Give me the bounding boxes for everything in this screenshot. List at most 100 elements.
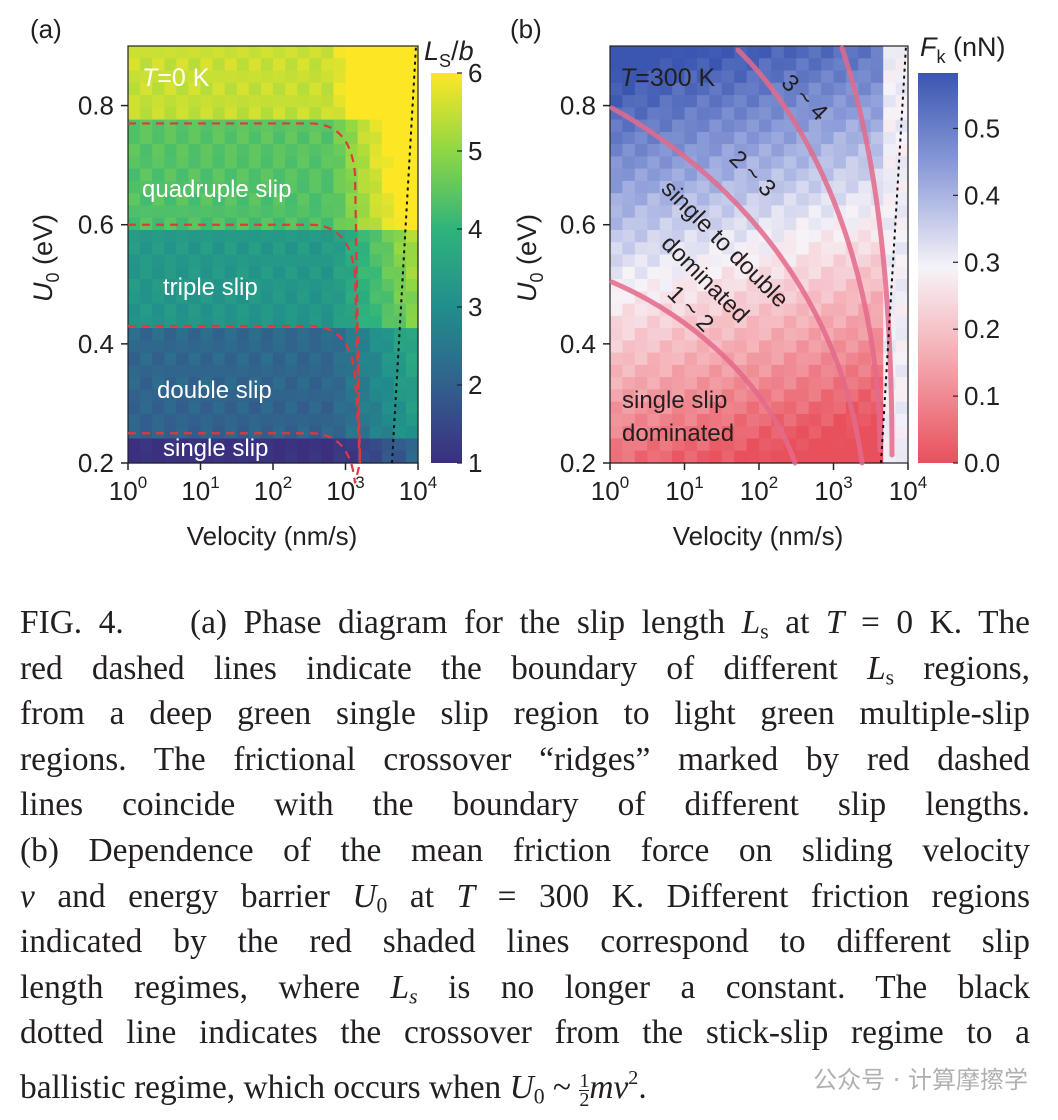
heat-cell-a (333, 401, 347, 415)
heat-cell-b (672, 438, 686, 452)
heat-cell-b (883, 82, 897, 96)
heat-cell-a (297, 438, 310, 452)
heat-cell-b (659, 438, 673, 452)
heat-cell-b (647, 438, 661, 452)
heat-cell-a (285, 193, 298, 207)
heat-cell-b (696, 82, 710, 96)
heat-cell-b (696, 266, 710, 280)
heat-cell-b (771, 131, 785, 145)
heat-cell-a (333, 364, 347, 378)
panel-a-ylabel: U0 (eV) (28, 214, 63, 302)
heat-cell-a (285, 131, 298, 145)
heat-cell-b (647, 82, 661, 96)
heat-cell-b (895, 193, 909, 207)
heat-cell-a (260, 242, 274, 256)
heat-cell-b (771, 205, 785, 219)
heat-cell-a (309, 193, 322, 207)
heat-cell-a (248, 205, 262, 219)
heat-cell-b (759, 217, 772, 231)
heat-cell-b (659, 119, 673, 133)
heat-cell-b (783, 352, 797, 366)
heat-cell-a (297, 168, 310, 182)
heat-cell-a (164, 205, 177, 219)
heat-cell-a (297, 230, 310, 243)
heat-cell-b (783, 168, 797, 182)
heat-cell-a (309, 58, 322, 72)
heat-cell-a (393, 131, 407, 145)
heat-cell-b (709, 352, 723, 366)
heat-cell-b (870, 107, 884, 121)
heat-cell-b (610, 401, 623, 415)
y-tick-label: 0.4 (560, 329, 596, 359)
heat-cell-a (236, 95, 250, 108)
heat-cell-a (369, 377, 383, 390)
heat-cell-b (610, 364, 623, 378)
heat-cell-a (285, 58, 298, 72)
heat-cell-a (405, 217, 419, 231)
heat-cell-b (883, 217, 897, 231)
heat-cell-b (610, 303, 623, 317)
caption-line: regions. The frictional crossover “ridge… (20, 740, 1030, 778)
heat-cell-a (164, 328, 177, 341)
heat-cell-b (709, 377, 723, 390)
heat-cell-b (808, 377, 822, 390)
heat-cell-a (405, 254, 419, 268)
heat-cell-a (248, 364, 262, 378)
heat-cell-b (783, 340, 797, 354)
label-single-slip: single slip (163, 435, 268, 462)
heat-cell-a (345, 242, 359, 256)
heat-cell-a (357, 401, 371, 415)
heat-cell-b (684, 193, 698, 207)
heat-cell-b (895, 58, 909, 72)
colorbar-tick-label: 6 (468, 58, 482, 88)
heat-cell-b (696, 377, 710, 390)
heat-cell-b (659, 193, 673, 207)
colorbar-tick-label: 2 (468, 370, 482, 400)
heat-cell-a (236, 70, 250, 84)
heat-cell-b (672, 70, 686, 84)
heat-cell-a (200, 217, 214, 231)
heat-cell-b (709, 144, 723, 157)
heat-cell-b (833, 279, 847, 292)
heat-cell-b (721, 291, 735, 305)
heat-cell-b (833, 95, 847, 108)
heat-cell-a (333, 95, 347, 108)
heat-cell-a (333, 291, 347, 305)
heat-cell-b (845, 328, 859, 341)
heat-cell-b (721, 377, 735, 390)
heat-cell-a (333, 156, 347, 170)
heat-cell-a (248, 230, 262, 243)
heat-cell-a (297, 119, 310, 133)
heat-cell-b (883, 58, 897, 72)
heat-cell-b (610, 131, 623, 145)
heat-cell-b (684, 107, 698, 121)
heat-cell-a (224, 119, 238, 133)
heat-cell-b (622, 389, 636, 403)
heat-cell-b (709, 438, 723, 452)
heat-cell-a (152, 205, 165, 219)
heat-cell-b (659, 315, 673, 329)
heat-cell-a (140, 328, 153, 341)
heat-cell-a (309, 340, 322, 354)
heat-cell-b (659, 450, 673, 464)
heat-cell-a (152, 95, 165, 108)
panel-b-temperature: T=300 K (620, 64, 716, 92)
heat-cell-b (684, 144, 698, 157)
heat-cell-b (721, 95, 735, 108)
heat-cell-a (369, 217, 383, 231)
heat-cell-b (759, 205, 772, 219)
heat-cell-a (140, 107, 153, 121)
heat-cell-a (236, 328, 250, 341)
heat-cell-a (140, 95, 153, 108)
heat-cell-b (833, 340, 847, 354)
heat-cell-a (345, 450, 359, 464)
heat-cell-b (672, 389, 686, 403)
heat-cell-b (684, 364, 698, 378)
heat-cell-a (285, 217, 298, 231)
heat-cell-b (734, 95, 748, 108)
heat-cell-a (333, 266, 347, 280)
heat-cell-b (734, 340, 748, 354)
heat-cell-a (212, 156, 226, 170)
heat-cell-b (659, 70, 673, 84)
